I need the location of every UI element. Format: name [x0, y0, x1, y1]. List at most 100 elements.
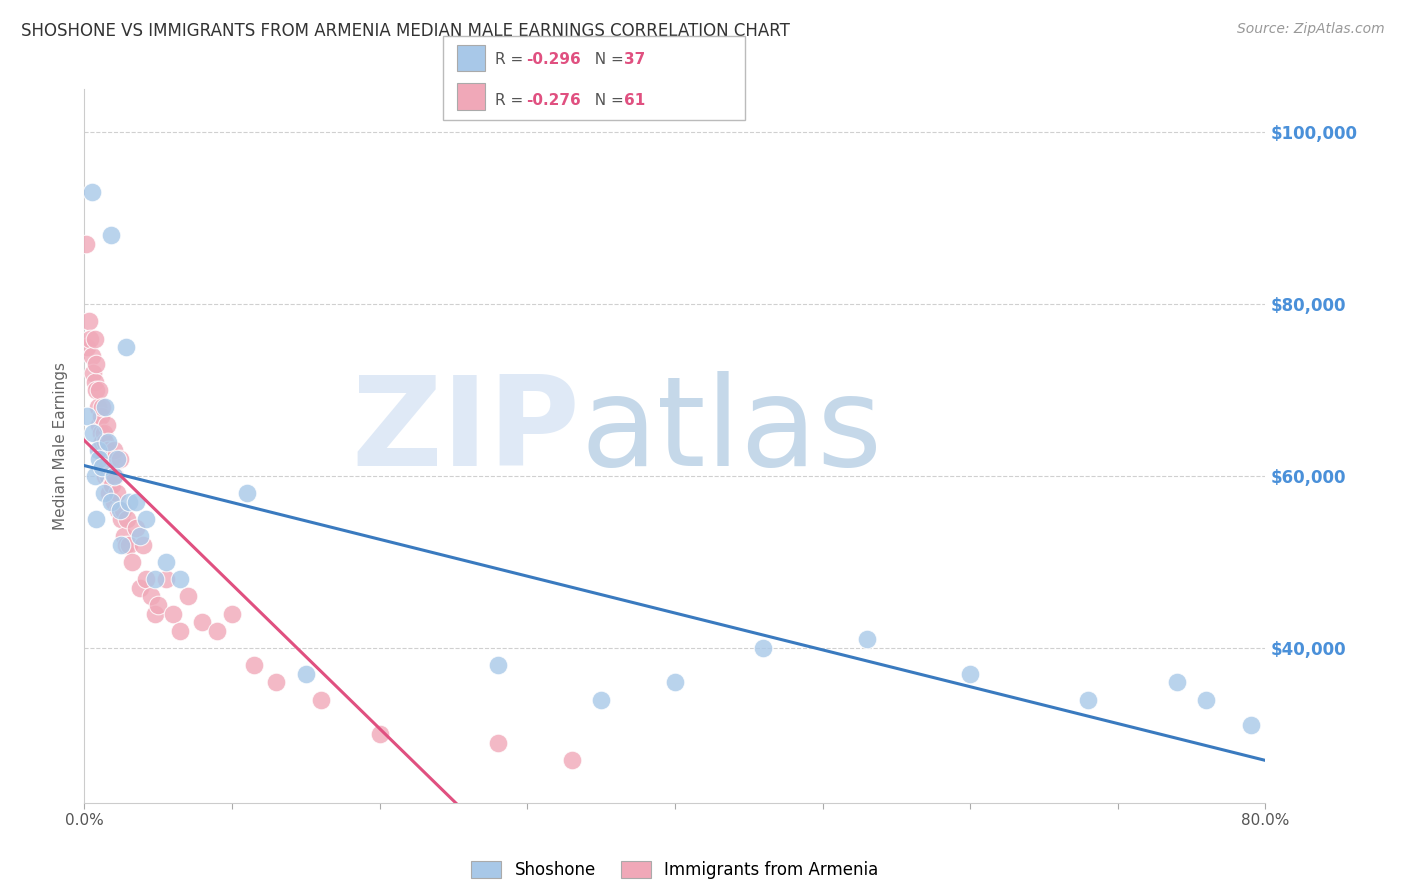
Point: [591, 692, 613, 706]
Point: [79, 332, 101, 346]
Point: [100, 495, 122, 509]
Point: [93, 486, 115, 500]
Point: [1077, 692, 1099, 706]
Point: [76, 340, 98, 354]
Point: [103, 469, 125, 483]
Point: [105, 451, 128, 466]
Point: [169, 624, 191, 638]
Text: ZIP: ZIP: [352, 371, 581, 492]
Point: [84, 357, 107, 371]
Point: [959, 666, 981, 681]
Point: [143, 572, 166, 586]
Point: [83, 469, 105, 483]
Point: [110, 538, 132, 552]
Point: [121, 555, 143, 569]
Point: [132, 538, 155, 552]
Text: atlas: atlas: [581, 371, 883, 492]
Point: [664, 675, 686, 690]
Point: [177, 590, 200, 604]
Text: Source: ZipAtlas.com: Source: ZipAtlas.com: [1237, 22, 1385, 37]
Point: [107, 503, 129, 517]
Y-axis label: Median Male Earnings: Median Male Earnings: [53, 362, 69, 530]
Point: [114, 340, 136, 354]
Point: [135, 512, 157, 526]
Point: [368, 727, 391, 741]
Point: [1166, 675, 1188, 690]
Point: [86, 443, 108, 458]
Point: [236, 486, 259, 500]
Point: [1195, 692, 1218, 706]
Point: [1240, 718, 1263, 732]
Point: [91, 434, 114, 449]
Point: [191, 615, 214, 630]
Point: [83, 375, 105, 389]
Text: N =: N =: [585, 53, 628, 67]
Point: [83, 332, 105, 346]
Text: R =: R =: [495, 94, 529, 108]
Point: [75, 236, 97, 251]
Point: [86, 401, 108, 415]
Point: [97, 443, 120, 458]
Point: [100, 451, 122, 466]
Text: N =: N =: [585, 94, 628, 108]
Point: [84, 512, 107, 526]
Point: [93, 451, 115, 466]
Point: [125, 495, 148, 509]
Point: [155, 572, 177, 586]
Point: [91, 401, 114, 415]
Point: [486, 658, 509, 673]
Text: SHOSHONE VS IMMIGRANTS FROM ARMENIA MEDIAN MALE EARNINGS CORRELATION CHART: SHOSHONE VS IMMIGRANTS FROM ARMENIA MEDI…: [21, 22, 790, 40]
Point: [103, 443, 125, 458]
Point: [100, 228, 122, 243]
Point: [125, 521, 148, 535]
Point: [129, 529, 152, 543]
Point: [103, 495, 125, 509]
Text: 37: 37: [624, 53, 645, 67]
Point: [89, 417, 111, 432]
Point: [84, 383, 107, 397]
Point: [243, 658, 266, 673]
Point: [110, 512, 132, 526]
Point: [112, 529, 135, 543]
Legend: Shoshone, Immigrants from Armenia: Shoshone, Immigrants from Armenia: [463, 853, 887, 888]
Point: [89, 451, 111, 466]
Point: [80, 349, 103, 363]
Point: [309, 692, 332, 706]
Text: 61: 61: [624, 94, 645, 108]
Point: [143, 607, 166, 621]
Point: [169, 572, 191, 586]
Point: [148, 598, 170, 612]
Point: [135, 572, 157, 586]
Point: [93, 426, 115, 441]
Point: [105, 486, 128, 500]
Point: [162, 607, 184, 621]
Point: [264, 675, 288, 690]
Point: [111, 503, 134, 517]
Point: [101, 477, 124, 491]
Point: [108, 451, 131, 466]
Point: [80, 186, 103, 200]
Point: [139, 590, 162, 604]
Point: [98, 486, 121, 500]
Point: [115, 512, 138, 526]
Point: [96, 417, 118, 432]
Point: [97, 434, 120, 449]
Point: [82, 366, 104, 380]
Point: [77, 314, 100, 328]
Point: [97, 469, 120, 483]
Point: [90, 426, 112, 441]
Point: [560, 753, 583, 767]
Point: [82, 426, 104, 441]
Point: [94, 434, 117, 449]
Point: [221, 607, 243, 621]
Text: -0.296: -0.296: [526, 53, 581, 67]
Point: [295, 666, 318, 681]
Point: [104, 469, 127, 483]
Point: [108, 503, 131, 517]
Point: [76, 409, 98, 423]
Point: [205, 624, 228, 638]
Point: [89, 383, 111, 397]
Point: [94, 469, 117, 483]
Point: [486, 736, 509, 750]
Text: R =: R =: [495, 53, 529, 67]
